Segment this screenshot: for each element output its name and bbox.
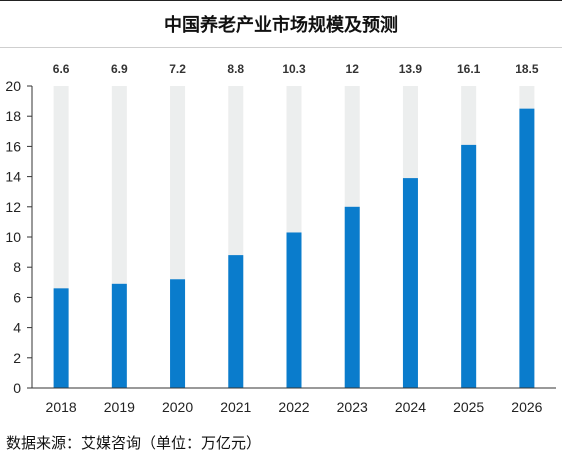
value-label: 13.9 — [399, 62, 423, 76]
x-tick-label: 2026 — [511, 399, 542, 415]
x-tick-label: 2021 — [220, 399, 251, 415]
bars — [53, 108, 535, 389]
chart-title: 中国养老产业市场规模及预测 — [164, 15, 398, 36]
bar-2024 — [402, 178, 418, 388]
x-tick-label: 2023 — [337, 399, 368, 415]
x-tick-label: 2025 — [453, 399, 484, 415]
value-label: 8.8 — [227, 62, 244, 76]
x-tick-label: 2022 — [278, 399, 309, 415]
value-label: 6.6 — [53, 62, 70, 76]
bar-2019 — [111, 283, 127, 388]
y-tick-label: 12 — [5, 199, 21, 215]
x-tick-label: 2019 — [104, 399, 135, 415]
value-label: 7.2 — [169, 62, 186, 76]
bar-2025 — [461, 144, 477, 388]
bar-2022 — [286, 232, 302, 388]
value-label: 18.5 — [515, 62, 539, 76]
bar-2018 — [53, 288, 69, 388]
value-label: 6.9 — [111, 62, 128, 76]
x-tick-label: 2024 — [395, 399, 426, 415]
bar-2023 — [344, 206, 360, 388]
y-tick-label: 8 — [13, 259, 21, 275]
bar-2021 — [228, 255, 244, 388]
x-tick-label: 2018 — [46, 399, 77, 415]
y-tick-label: 14 — [5, 169, 21, 185]
y-tick-label: 16 — [5, 138, 21, 154]
y-axis: 0 2 4 6 8 10 12 14 16 18 20 — [5, 78, 33, 396]
source-note: 数据来源：艾媒咨询（单位：万亿元） — [6, 434, 262, 452]
y-tick-label: 0 — [13, 380, 21, 396]
y-tick-label: 18 — [5, 108, 21, 124]
y-tick-label: 10 — [5, 229, 21, 245]
value-label: 16.1 — [457, 62, 481, 76]
bar-2026 — [519, 108, 535, 389]
y-tick-label: 20 — [5, 78, 21, 94]
value-label: 10.3 — [282, 62, 306, 76]
y-tick-label: 4 — [13, 320, 21, 336]
x-axis: 2018 2019 2020 2021 2022 2023 2024 2025 2026 — [32, 387, 556, 415]
y-tick-label: 2 — [13, 350, 21, 366]
value-labels: 6.6 6.9 7.2 8.8 10.3 12 13.9 16.1 18.5 — [53, 62, 539, 76]
value-label: 12 — [346, 62, 360, 76]
bar-2020 — [170, 279, 186, 388]
chart-plot: 0 2 4 6 8 10 12 14 16 18 20 6.6 6.9 7.2 8.8 10.3 12 13.9… — [5, 62, 556, 415]
y-tick-label: 6 — [13, 289, 21, 305]
x-tick-label: 2020 — [162, 399, 193, 415]
title-bar: 中国养老产业市场规模及预测 — [0, 0, 562, 48]
